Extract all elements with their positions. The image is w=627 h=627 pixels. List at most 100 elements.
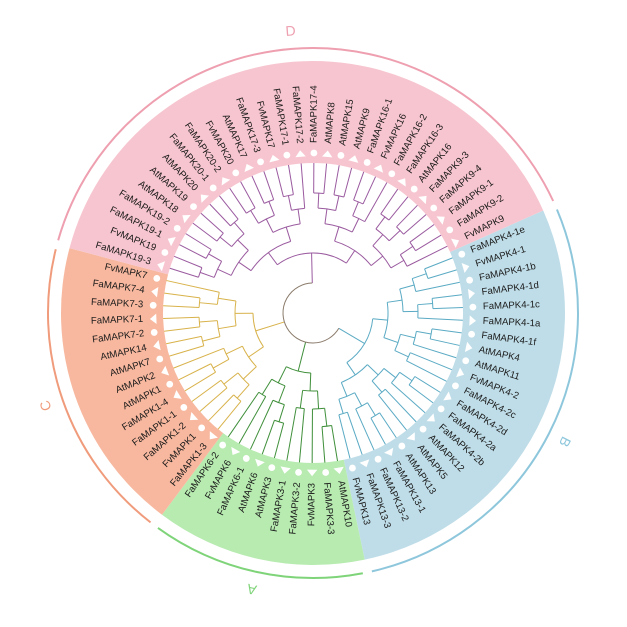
leaf-marker: [242, 455, 250, 462]
branch: [230, 218, 239, 227]
branch: [169, 345, 204, 357]
branch: [355, 408, 375, 451]
branch: [275, 167, 284, 197]
branch: [197, 267, 203, 278]
branch: [338, 411, 348, 416]
leaf-marker: [466, 276, 473, 284]
branch: [323, 163, 328, 194]
branch: [238, 261, 252, 272]
branch: [338, 392, 355, 400]
branch: [199, 302, 218, 305]
leaf-marker: [461, 262, 470, 273]
branch: [367, 402, 376, 416]
branch: [383, 368, 397, 379]
branch: [198, 297, 201, 308]
leaf-marker: [167, 237, 176, 247]
branch: [333, 165, 340, 195]
group-arcs: [47, 47, 579, 579]
branch: [223, 348, 230, 360]
leaf-marker: [406, 432, 415, 441]
branch: [378, 394, 407, 431]
branch: [370, 255, 384, 266]
branch: [431, 328, 462, 334]
branch: [248, 346, 264, 358]
branch: [400, 245, 414, 256]
leaf-label-famapk4-1c: FaMAPK4-1c: [483, 299, 541, 312]
branch: [199, 387, 228, 412]
arc-group-c: [47, 249, 152, 524]
leaf-marker: [209, 431, 218, 440]
branch: [299, 390, 304, 409]
leaf-marker: [469, 303, 477, 311]
branch: [406, 245, 448, 267]
leaf-marker: [295, 150, 306, 158]
leaf-marker: [269, 154, 280, 163]
branch: [265, 218, 274, 233]
leaf-marker: [398, 442, 406, 450]
branch: [219, 195, 239, 220]
branch: [163, 305, 200, 309]
branch: [380, 188, 399, 215]
branch: [317, 390, 320, 409]
branch: [400, 333, 416, 339]
branch: [383, 337, 399, 344]
branch: [268, 252, 278, 266]
leaf-marker: [209, 184, 217, 192]
branch: [309, 372, 312, 391]
branch: [277, 366, 287, 384]
branch: [396, 204, 418, 228]
leaf-marker: [443, 391, 452, 401]
branch: [354, 392, 363, 407]
branch: [163, 316, 200, 320]
branch: [278, 404, 285, 422]
leaf-marker: [469, 315, 477, 326]
branch: [372, 245, 392, 269]
branch: [236, 384, 250, 399]
branch: [268, 201, 275, 216]
branch: [324, 408, 328, 427]
leaf-marker: [436, 216, 445, 225]
leaf-marker: [321, 150, 333, 158]
leaf-marker: [150, 329, 158, 336]
branch: [278, 385, 286, 403]
branch: [237, 239, 249, 251]
branch: [391, 382, 426, 414]
branch: [237, 372, 250, 386]
leaf-marker: [451, 238, 460, 248]
branch: [331, 425, 339, 462]
branch: [335, 195, 340, 211]
group-letters: B A C D: [36, 22, 574, 598]
leaf-marker: [337, 152, 345, 159]
branch: [406, 360, 447, 382]
leaf-marker: [283, 151, 291, 159]
leaf-marker: [306, 469, 318, 477]
branch: [233, 222, 245, 235]
leaf-marker: [373, 164, 384, 173]
branch: [343, 167, 353, 198]
branch: [184, 371, 216, 392]
branch: [217, 400, 242, 430]
leaf-marker: [182, 214, 191, 224]
branch: [238, 396, 267, 444]
branch: [191, 379, 222, 402]
branch: [388, 230, 401, 242]
leaf-marker: [173, 224, 181, 232]
branch: [249, 400, 274, 450]
branch: [391, 372, 401, 384]
leaf-marker: [388, 170, 396, 178]
leaf-marker: [310, 149, 318, 157]
branch: [352, 201, 359, 216]
branch: [287, 164, 294, 195]
branch: [362, 176, 377, 205]
branch: [387, 299, 403, 303]
leaf-marker: [198, 424, 206, 432]
branch: [241, 346, 257, 367]
branch: [185, 233, 212, 250]
branch: [219, 236, 232, 247]
leaf-marker: [255, 458, 265, 467]
leaf-marker: [295, 468, 302, 476]
branch: [300, 163, 306, 209]
branch: [273, 423, 285, 459]
branch: [338, 327, 365, 344]
branch: [261, 378, 273, 395]
